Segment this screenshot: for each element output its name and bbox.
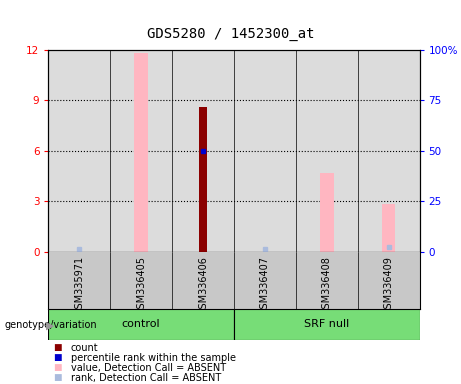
Bar <box>48 309 234 340</box>
Text: GSM336407: GSM336407 <box>260 256 270 315</box>
Text: ▶: ▶ <box>46 320 54 330</box>
Text: SRF null: SRF null <box>304 319 349 329</box>
Text: genotype/variation: genotype/variation <box>5 320 97 330</box>
Text: ■: ■ <box>53 353 61 362</box>
Text: count: count <box>71 343 98 353</box>
Text: percentile rank within the sample: percentile rank within the sample <box>71 353 236 363</box>
Bar <box>320 172 334 252</box>
Text: ■: ■ <box>53 363 61 372</box>
Text: GSM336409: GSM336409 <box>384 256 394 315</box>
Bar <box>199 107 207 252</box>
Text: value, Detection Call = ABSENT: value, Detection Call = ABSENT <box>71 363 225 373</box>
Text: GSM336406: GSM336406 <box>198 256 208 315</box>
Text: control: control <box>122 319 160 329</box>
Text: ■: ■ <box>53 343 61 353</box>
Text: GDS5280 / 1452300_at: GDS5280 / 1452300_at <box>147 27 314 41</box>
Text: rank, Detection Call = ABSENT: rank, Detection Call = ABSENT <box>71 373 221 383</box>
Text: GSM335971: GSM335971 <box>74 256 84 315</box>
Text: GSM336408: GSM336408 <box>322 256 332 315</box>
Bar <box>134 53 148 252</box>
Text: GSM336405: GSM336405 <box>136 256 146 315</box>
Bar <box>234 309 420 340</box>
Text: ■: ■ <box>53 373 61 382</box>
Bar <box>382 205 396 252</box>
